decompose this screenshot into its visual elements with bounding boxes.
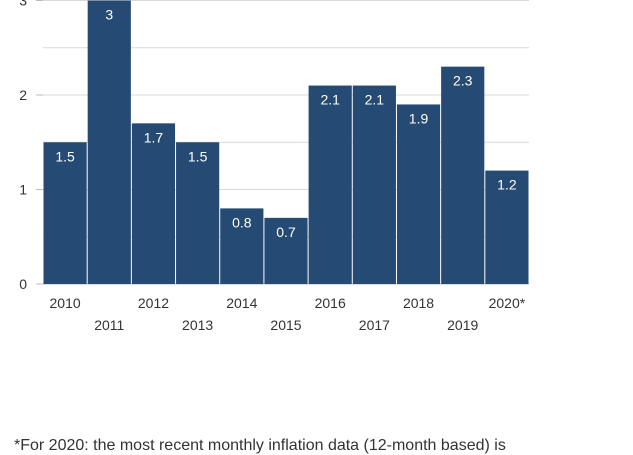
bar	[43, 142, 87, 284]
data-label: 1.2	[497, 177, 517, 193]
data-label: 0.7	[276, 224, 296, 240]
x-tick-label: 2019	[447, 317, 478, 333]
x-tick-label: 2016	[315, 295, 346, 311]
data-label: 1.5	[188, 148, 208, 164]
data-label: 3	[105, 7, 113, 23]
bar	[220, 208, 264, 284]
data-label: 0.8	[232, 214, 252, 230]
data-label: 1.5	[55, 148, 75, 164]
footnote: *For 2020: the most recent monthly infla…	[14, 437, 506, 454]
data-label: 1.7	[144, 129, 164, 145]
x-tick-label: 2017	[359, 317, 390, 333]
x-tick-label: 2011	[94, 317, 124, 333]
data-label: 1.9	[409, 110, 429, 126]
data-label: 2.3	[453, 73, 473, 89]
x-tick-label: 2018	[403, 295, 434, 311]
y-axis-ticks: 0 1 2 3	[19, 0, 43, 292]
bars	[43, 0, 529, 285]
y-tick-label: 1	[19, 182, 27, 198]
x-tick-label: 2014	[226, 295, 257, 311]
bar	[308, 85, 352, 284]
x-axis-ticks: 2010 2011 2012 2013 2014 2015 2016 2017 2018 2019…	[50, 295, 526, 333]
x-tick-label: 2020*	[489, 295, 526, 311]
y-tick-label: 3	[19, 0, 27, 9]
bar	[441, 66, 485, 285]
bar	[87, 0, 131, 284]
bar	[396, 104, 441, 284]
y-tick-label: 0	[19, 276, 27, 292]
data-label: 2.1	[320, 92, 340, 108]
x-tick-label: 2015	[270, 317, 301, 333]
x-tick-label: 2010	[50, 295, 81, 311]
x-tick-label: 2012	[138, 295, 169, 311]
bar	[176, 142, 220, 284]
bar	[131, 123, 176, 284]
bar	[264, 217, 308, 284]
bar-chart: 0 1 2 3 1.5 3 1.7 1.5 0.8 0.7 2.1 2.1 1.9 2.3 1.2 201…	[19, 0, 529, 333]
data-labels: 1.5 3 1.7 1.5 0.8 0.7 2.1 2.1 1.9 2.3 1.2	[55, 7, 516, 240]
data-label: 2.1	[365, 92, 385, 108]
x-tick-label: 2013	[182, 317, 213, 333]
bar	[352, 85, 396, 284]
y-tick-label: 2	[19, 87, 27, 103]
bar	[485, 170, 529, 284]
